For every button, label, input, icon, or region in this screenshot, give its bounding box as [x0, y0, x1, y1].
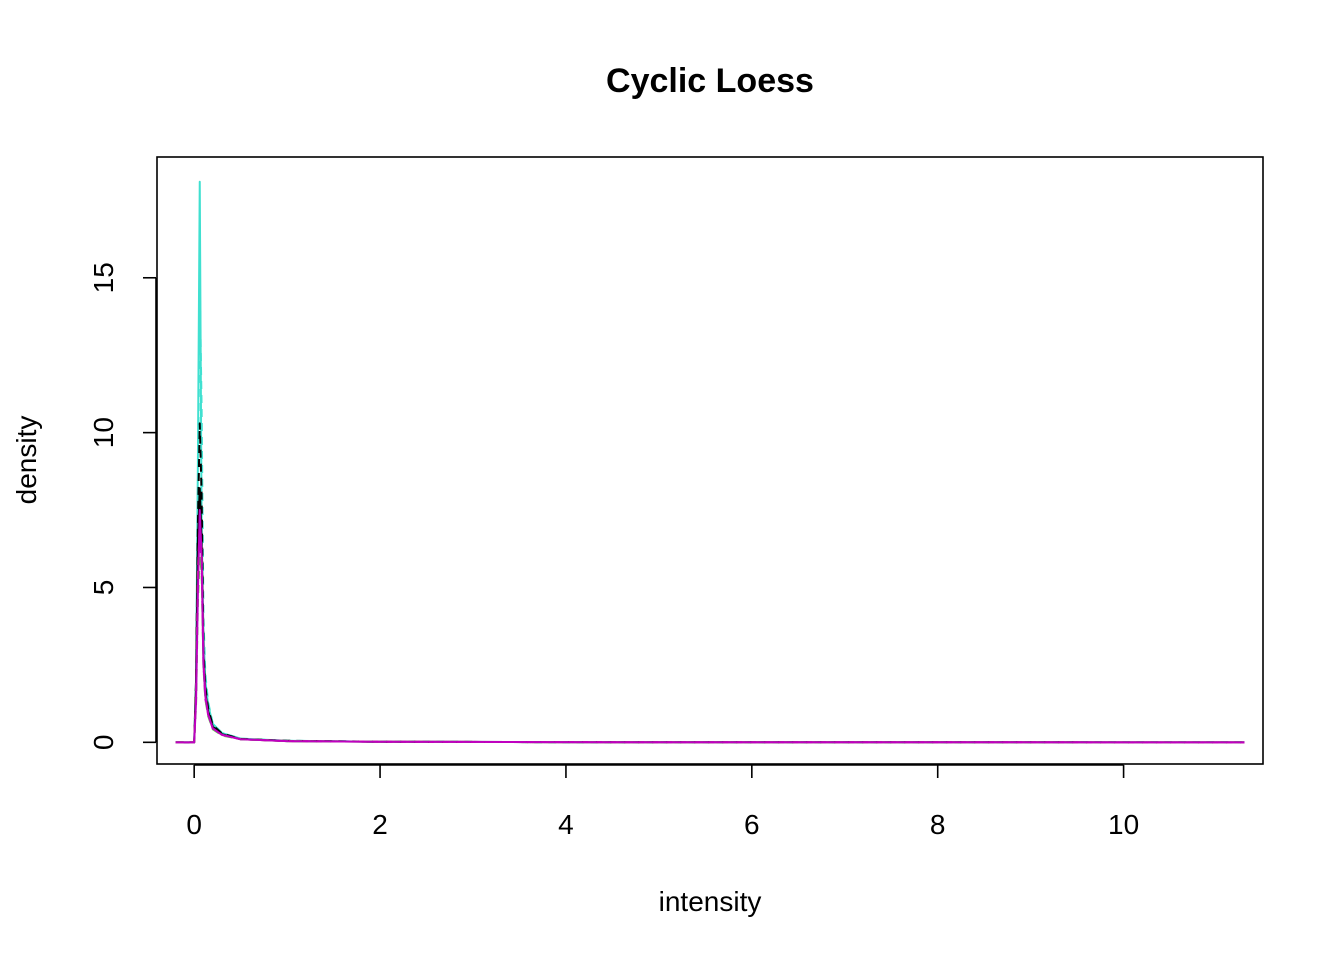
- x-tick-label: 0: [186, 809, 202, 840]
- y-tick-label: 10: [88, 417, 119, 448]
- density-series-7: [175, 555, 1245, 744]
- y-axis-label: density: [11, 416, 42, 505]
- density-series-8: [175, 509, 1245, 744]
- x-tick-label: 8: [930, 809, 946, 840]
- y-tick-label: 15: [88, 262, 119, 293]
- y-axis: 0 5 10 15: [88, 262, 157, 751]
- density-series-4: [175, 487, 1245, 744]
- density-series-1: [175, 180, 1245, 744]
- x-tick-label: 10: [1108, 809, 1139, 840]
- x-tick-label: 6: [744, 809, 760, 840]
- x-axis-label: intensity: [659, 886, 762, 917]
- x-axis: 0 2 4 6 8 10: [186, 764, 1139, 840]
- plot-frame: [156, 156, 1264, 765]
- density-series-6: [175, 540, 1245, 744]
- series-layer: [175, 180, 1245, 744]
- y-tick-label: 0: [88, 735, 119, 751]
- x-tick-label: 4: [558, 809, 574, 840]
- density-series-3: [175, 422, 1245, 744]
- y-tick-label: 5: [88, 580, 119, 596]
- x-tick-label: 2: [372, 809, 388, 840]
- chart-title: Cyclic Loess: [606, 62, 814, 100]
- density-series-5: [175, 524, 1245, 744]
- density-series-2: [175, 282, 1245, 744]
